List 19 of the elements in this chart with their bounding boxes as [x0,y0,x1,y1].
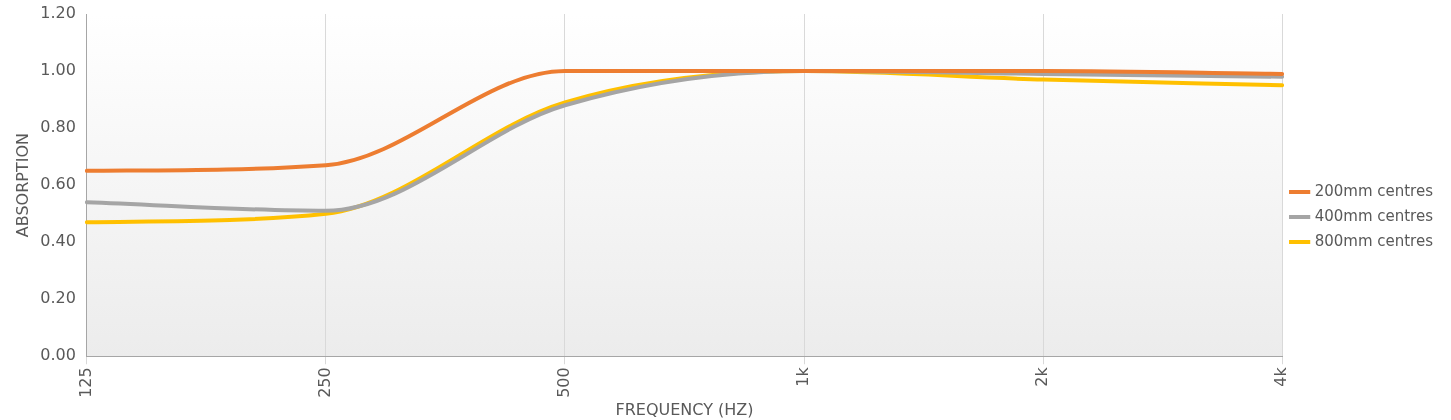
legend-label: 200mm centres [1314,181,1434,200]
y-tick-label: 0.40 [40,231,76,251]
x-tick-label: 125 [75,367,95,398]
x-tick-label: 1k [793,366,813,387]
y-tick-label: 1.20 [40,3,76,23]
x-tick-label: 250 [315,367,335,398]
y-tick-label: 0.00 [40,345,76,365]
x-axis-title: FREQUENCY (HZ) [615,399,754,419]
y-tick-label: 1.00 [40,60,76,80]
legend-label: 800mm centres [1314,231,1434,250]
y-tick-label: 0.80 [40,117,76,137]
x-tick-label: 500 [554,367,574,398]
line-series [84,69,1285,173]
y-tick-label: 0.60 [40,174,76,194]
y-tick-label: 0.20 [40,288,76,308]
y-axis-title: ABSORPTION [12,133,32,238]
x-tick-label: 2k [1032,366,1052,387]
x-tick-label: 4k [1271,366,1291,387]
legend-label: 400mm centres [1314,206,1434,225]
